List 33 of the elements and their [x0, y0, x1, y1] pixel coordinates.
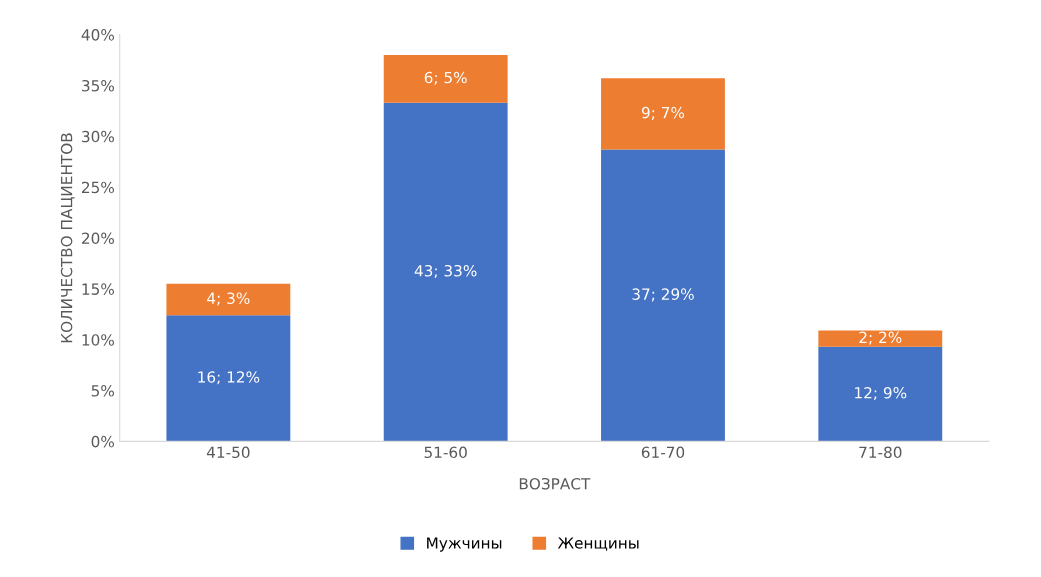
x-tick-label: 61-70 [641, 446, 685, 459]
bar [383, 102, 508, 442]
data-label: 16; 12% [198, 371, 260, 385]
y-tick-label: 15% [82, 283, 115, 295]
data-label: 4; 3% [207, 292, 250, 306]
bar [383, 54, 508, 103]
x-tick-label: 51-60 [424, 446, 467, 459]
y-tick-label: 0% [91, 435, 115, 448]
data-label: 43; 33% [414, 264, 477, 279]
x-tick-label: 71-80 [859, 446, 902, 459]
data-label: 12; 9% [855, 386, 907, 401]
bar [601, 78, 725, 150]
legend-label: Мужчины [427, 537, 502, 552]
y-axis-title: КОЛИЧЕСТВО ПАЦИЕНТОВ [60, 133, 75, 343]
y-tick-label: 10% [82, 334, 115, 346]
data-label: 6; 5% [424, 71, 467, 85]
bar [166, 315, 291, 442]
x-axis-title: ВОЗРАСТ [519, 477, 591, 490]
y-tick-label: 20% [82, 232, 115, 245]
legend-label: Женщины [557, 537, 639, 551]
y-tick-label: 5% [91, 385, 115, 397]
data-label: 2; 2% [859, 331, 902, 345]
y-tick-label: 30% [82, 130, 115, 143]
data-label: 9; 7% [641, 106, 685, 120]
y-tick-label: 35% [82, 79, 115, 92]
bar [601, 149, 725, 442]
data-label: 37; 29% [632, 288, 694, 302]
y-tick-label: 40% [81, 29, 115, 41]
bar [166, 283, 291, 316]
y-tick-label: 25% [82, 181, 115, 194]
x-tick-label: 41-50 [206, 446, 250, 459]
bar [818, 346, 943, 442]
bar [818, 330, 943, 347]
